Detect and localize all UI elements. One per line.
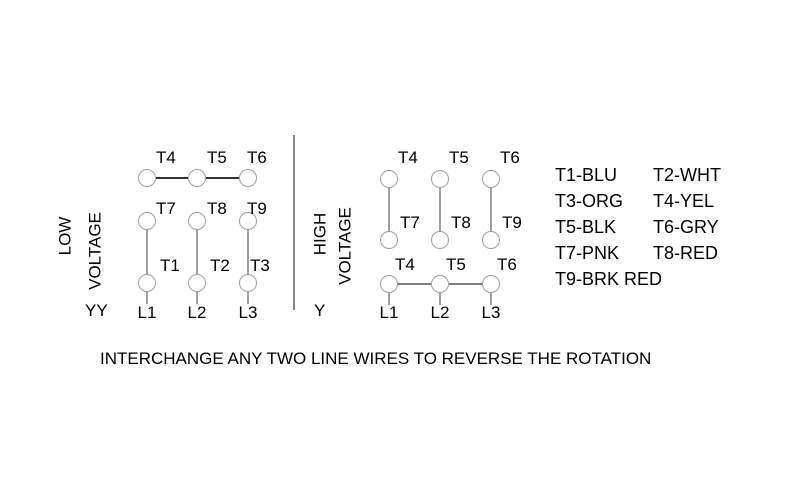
low-voltage-connection-symbol: YY [85,301,108,320]
hv-wire-t4-t7 [388,179,390,240]
hv-line-terminal-label: L3 [481,303,501,322]
hv-terminal-t9-circle [482,231,500,249]
section-divider [293,135,295,310]
legend-entry: T3-ORG [555,191,624,211]
lv-terminal-t3-circle [239,274,257,292]
lv-terminal-t7-circle [138,212,156,230]
hv-line-terminal-label: L1 [379,303,399,322]
hv-lead-l3 [490,284,492,305]
high-voltage-label-word2: VOLTAGE [335,207,355,285]
lv-terminal-t2-circle [188,274,206,292]
high-voltage-label-word1: HIGH [310,212,330,256]
hv-lead-l1 [388,284,390,305]
legend-entry: T2-WHT [653,165,721,185]
hv-terminal-t8-circle [431,231,449,249]
lv-terminal-label: T1 [160,256,180,275]
hv-terminal-label: T4 [398,148,418,167]
lv-terminal-label: T8 [207,199,227,218]
lv-wire-t8-t2 [196,221,198,283]
high-voltage-connection-symbol: Y [314,301,326,320]
lv-terminal-label: T4 [156,148,176,167]
hv-terminal-label: T8 [451,213,471,232]
lv-terminal-t6-circle [239,169,257,187]
lv-terminal-label: T2 [210,256,230,275]
legend-entry: T5-BLK [555,217,617,237]
lv-wire-t9-t3 [247,221,249,283]
hv-terminal-label: T6 [497,255,517,274]
legend-entry: T6-GRY [653,217,719,237]
hv-terminal-t4-circle [380,170,398,188]
lv-lead-l2 [196,283,198,304]
lv-line-terminal-label: L1 [137,303,157,322]
low-voltage-label-word1: LOW [55,216,75,256]
lv-terminal-t4-circle [138,169,156,187]
legend-entry: T1-BLU [555,165,618,185]
hv-wire-t6-t9 [490,179,492,240]
hv-terminal-t5-circle [431,170,449,188]
lv-terminal-label: T5 [207,148,227,167]
hv-bottom-terminal-2-circle [431,275,449,293]
hv-terminal-label: T6 [500,148,520,167]
low-voltage-label-word2: VOLTAGE [85,212,105,290]
rotation-instruction-note: INTERCHANGE ANY TWO LINE WIRES TO REVERS… [100,349,652,368]
hv-bottom-terminal-1-circle [380,275,398,293]
lv-terminal-label: T9 [247,199,267,218]
legend-entry: T9-BRK RED [555,269,663,289]
lv-terminal-label: T6 [247,148,267,167]
hv-bottom-terminal-3-circle [482,275,500,293]
lv-line-terminal-label: L2 [187,303,207,322]
hv-terminal-label: T7 [400,213,420,232]
lv-lead-l3 [247,283,249,304]
hv-terminal-t6-circle [482,170,500,188]
legend-entry: T8-RED [653,243,719,263]
lv-terminal-t9-circle [239,212,257,230]
lv-lead-l1 [146,283,148,304]
lv-terminal-t8-circle [188,212,206,230]
hv-lead-l2 [439,284,441,305]
lv-line-terminal-label: L3 [238,303,258,322]
hv-terminal-label: T5 [446,255,466,274]
lv-terminal-label: T3 [250,256,270,275]
hv-wire-t5-t8 [439,179,441,240]
lv-terminal-label: T7 [156,199,176,218]
hv-terminal-label: T9 [502,213,522,232]
hv-line-terminal-label: L2 [430,303,450,322]
legend-entry: T4-YEL [653,191,715,211]
hv-terminal-t7-circle [380,231,398,249]
lv-terminal-t5-circle [188,169,206,187]
lv-wire-t7-t1 [146,221,148,283]
lv-terminal-t1-circle [138,274,156,292]
hv-terminal-label: T5 [449,148,469,167]
hv-terminal-label: T4 [395,255,415,274]
legend-entry: T7-PNK [555,243,620,263]
